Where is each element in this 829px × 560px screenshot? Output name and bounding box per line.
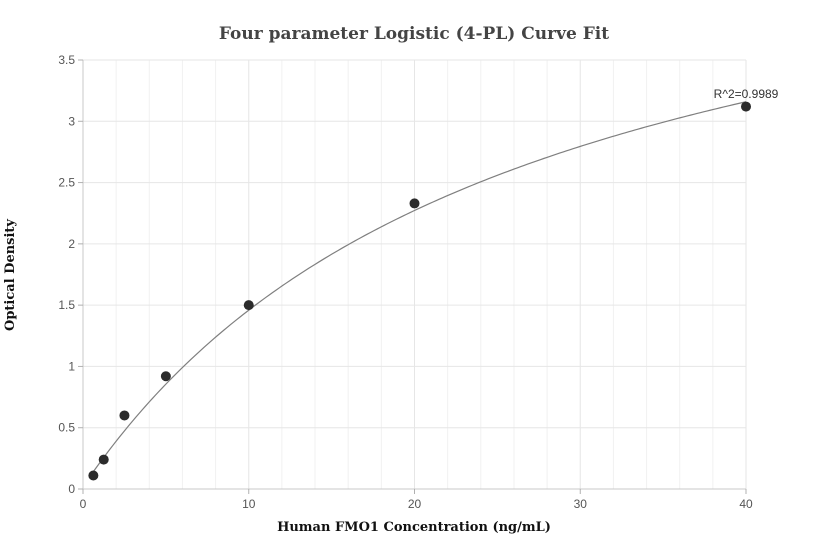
data-point bbox=[88, 470, 99, 481]
y-tick-label: 2 bbox=[68, 237, 75, 251]
chart-title: Four parameter Logistic (4-PL) Curve Fit bbox=[219, 24, 609, 44]
data-point bbox=[119, 410, 130, 421]
x-tick-label: 20 bbox=[408, 497, 422, 511]
x-tick-label: 10 bbox=[242, 497, 256, 511]
data-point bbox=[160, 371, 171, 382]
grid bbox=[82, 59, 747, 490]
x-tick-label: 40 bbox=[739, 497, 753, 511]
y-tick-label: 0.5 bbox=[58, 421, 75, 435]
data-point bbox=[409, 198, 420, 209]
data-points bbox=[88, 101, 751, 481]
data-point bbox=[243, 300, 254, 311]
y-tick-label: 1 bbox=[68, 359, 75, 373]
y-axis-title: Optical Density bbox=[3, 219, 18, 331]
y-tick-label: 2.5 bbox=[58, 176, 75, 190]
y-tick-label: 1.5 bbox=[58, 298, 75, 312]
x-tick-label: 0 bbox=[80, 497, 87, 511]
fit-curve-group bbox=[92, 101, 747, 472]
fit-curve bbox=[92, 101, 747, 472]
data-point bbox=[741, 101, 751, 112]
r-squared-annotation: R^2=0.9989 bbox=[714, 87, 779, 101]
y-tick-label: 0 bbox=[68, 482, 75, 496]
axes: 0 10 20 30 40 0 0.5 1 1.5 2 2.5 3 3.5 bbox=[58, 53, 753, 511]
x-axis-title: Human FMO1 Concentration (ng/mL) bbox=[277, 520, 551, 535]
x-tick-label: 30 bbox=[574, 497, 588, 511]
y-tick-label: 3 bbox=[68, 114, 75, 128]
y-tick-label: 3.5 bbox=[58, 53, 75, 67]
data-point bbox=[98, 454, 109, 465]
